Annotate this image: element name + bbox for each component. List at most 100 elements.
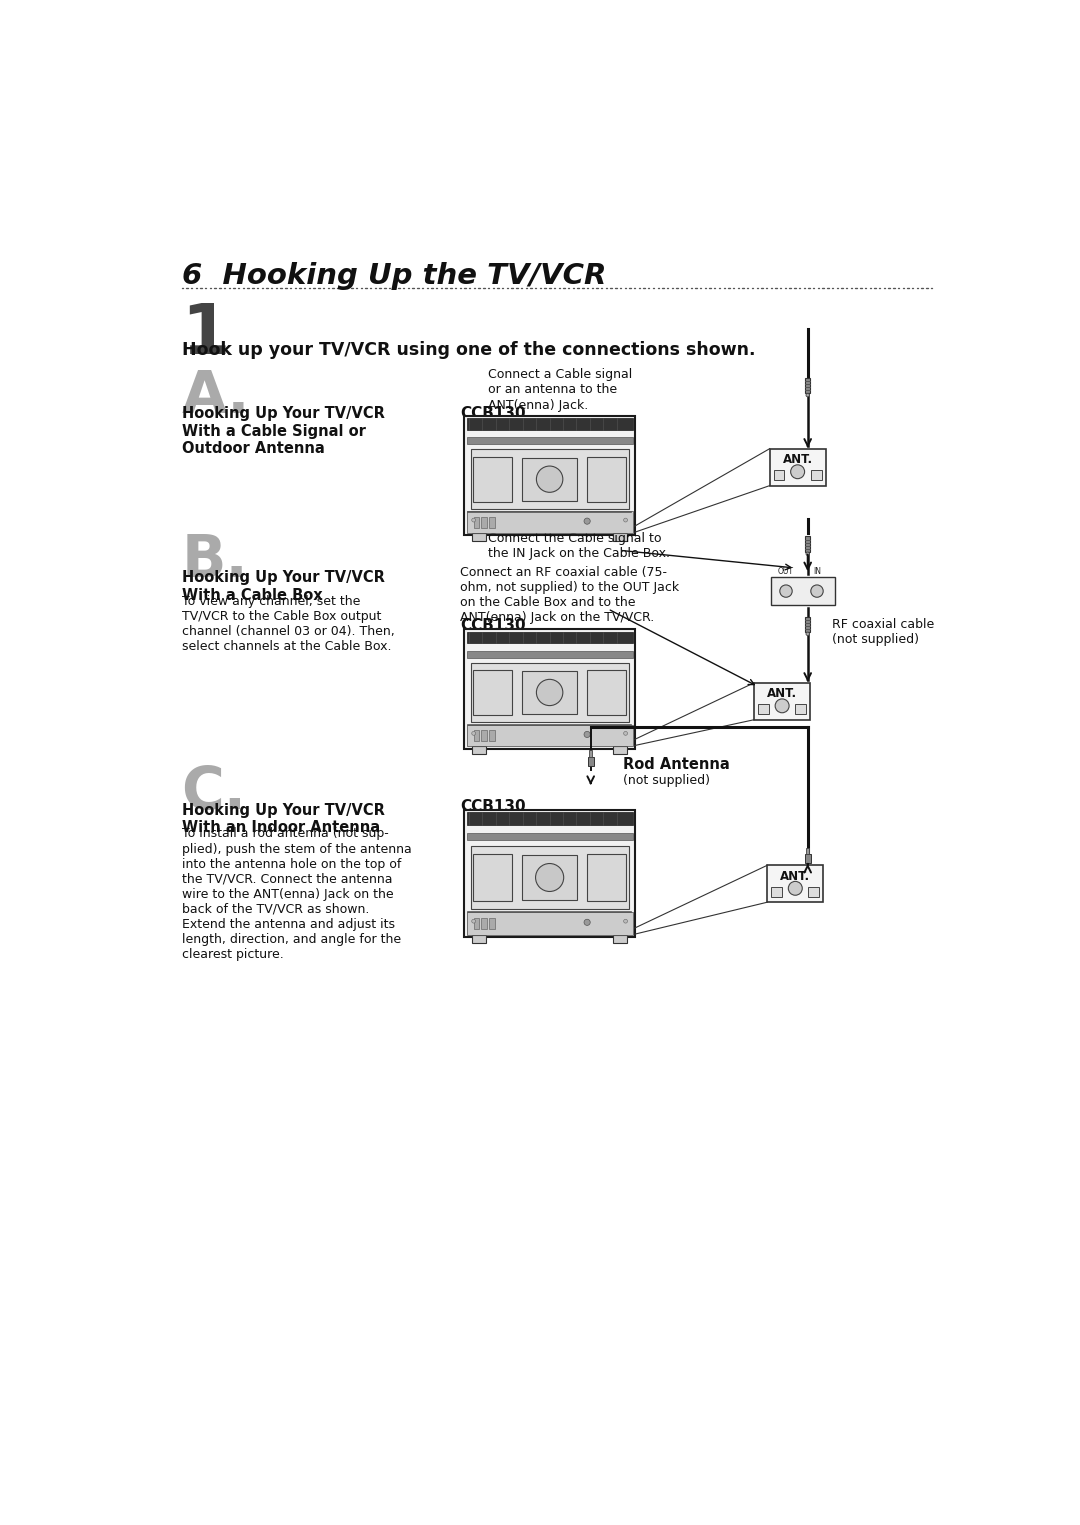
Bar	[523, 671, 577, 714]
Text: Outdoor Antenna: Outdoor Antenna	[181, 441, 324, 456]
Circle shape	[623, 518, 627, 522]
Text: CCB130: CCB130	[460, 799, 526, 814]
Bar	[472, 935, 486, 942]
Bar	[467, 833, 633, 840]
Text: OUT: OUT	[778, 567, 794, 576]
Bar	[489, 730, 495, 741]
Text: RF coaxial cable: RF coaxial cable	[833, 618, 935, 631]
Bar	[754, 683, 810, 720]
Bar	[588, 669, 626, 715]
Bar	[473, 854, 512, 901]
Text: wire to the ANT(enna) Jack on the: wire to the ANT(enna) Jack on the	[181, 888, 393, 901]
Bar	[809, 886, 820, 897]
Text: With an Indoor Antenna: With an Indoor Antenna	[181, 820, 380, 836]
Text: Hooking Up Your TV/VCR: Hooking Up Your TV/VCR	[181, 802, 384, 817]
Text: A.: A.	[181, 368, 249, 425]
Circle shape	[806, 552, 809, 555]
Bar	[467, 438, 633, 444]
Circle shape	[472, 732, 475, 735]
Circle shape	[806, 633, 809, 636]
Text: length, direction, and angle for the: length, direction, and angle for the	[181, 933, 401, 946]
Text: TV/VCR to the Cable Box output: TV/VCR to the Cable Box output	[181, 610, 381, 624]
Text: Connect a Cable signal: Connect a Cable signal	[488, 368, 632, 381]
Bar	[588, 756, 594, 766]
Text: back of the TV/VCR as shown.: back of the TV/VCR as shown.	[181, 903, 369, 915]
Circle shape	[775, 698, 789, 712]
Text: 1: 1	[181, 300, 230, 368]
Bar	[472, 532, 486, 541]
Text: ohm, not supplied) to the OUT Jack: ohm, not supplied) to the OUT Jack	[460, 581, 679, 593]
Bar	[613, 746, 627, 753]
Text: into the antenna hole on the top of: into the antenna hole on the top of	[181, 857, 401, 871]
Text: on the Cable Box and to the: on the Cable Box and to the	[460, 596, 636, 608]
Text: (not supplied): (not supplied)	[833, 633, 919, 647]
Bar	[474, 730, 480, 741]
Circle shape	[584, 518, 591, 525]
Bar	[467, 631, 633, 644]
Bar	[489, 517, 495, 528]
Bar	[613, 532, 627, 541]
Circle shape	[623, 920, 627, 923]
Bar	[805, 854, 811, 863]
Text: Connect an RF coaxial cable (75-: Connect an RF coaxial cable (75-	[460, 566, 667, 578]
Circle shape	[472, 518, 475, 522]
Text: With a Cable Box: With a Cable Box	[181, 587, 322, 602]
Bar	[467, 724, 633, 746]
Text: Extend the antenna and adjust its: Extend the antenna and adjust its	[181, 918, 394, 930]
Bar	[473, 458, 512, 502]
Bar	[805, 616, 810, 631]
Text: Rod Antenna: Rod Antenna	[623, 756, 730, 772]
Text: plied), push the stem of the antenna: plied), push the stem of the antenna	[181, 842, 411, 856]
Bar	[471, 663, 629, 723]
Text: the TV/VCR. Connect the antenna: the TV/VCR. Connect the antenna	[181, 872, 392, 886]
Text: With a Cable Signal or: With a Cable Signal or	[181, 424, 365, 439]
Circle shape	[623, 732, 627, 735]
Text: ANT.: ANT.	[783, 453, 812, 467]
Circle shape	[584, 732, 591, 738]
Bar	[588, 854, 626, 901]
Bar	[588, 458, 626, 502]
Text: 6  Hooking Up the TV/VCR: 6 Hooking Up the TV/VCR	[181, 262, 606, 290]
Bar	[795, 705, 806, 714]
Text: ANT(enna) Jack.: ANT(enna) Jack.	[488, 398, 588, 412]
Bar	[805, 537, 810, 552]
Circle shape	[537, 679, 563, 706]
Bar	[467, 813, 633, 825]
Bar	[771, 578, 835, 605]
Bar	[807, 848, 809, 854]
Circle shape	[584, 920, 591, 926]
Bar	[467, 912, 633, 935]
Bar	[474, 918, 480, 929]
Text: select channels at the Cable Box.: select channels at the Cable Box.	[181, 640, 391, 653]
Bar	[811, 470, 822, 480]
Text: Hook up your TV/VCR using one of the connections shown.: Hook up your TV/VCR using one of the con…	[181, 342, 755, 358]
Bar	[758, 705, 769, 714]
Text: (not supplied): (not supplied)	[623, 773, 711, 787]
Bar	[482, 517, 487, 528]
Bar	[467, 418, 633, 430]
Bar	[473, 669, 512, 715]
Bar	[590, 750, 592, 756]
Bar	[613, 935, 627, 942]
Circle shape	[472, 920, 475, 923]
Text: CCB130: CCB130	[460, 406, 526, 421]
Circle shape	[536, 863, 564, 892]
Bar	[467, 511, 633, 532]
Bar	[523, 854, 577, 900]
Text: clearest picture.: clearest picture.	[181, 947, 283, 961]
Bar	[523, 458, 577, 500]
Text: channel (channel 03 or 04). Then,: channel (channel 03 or 04). Then,	[181, 625, 394, 637]
Circle shape	[780, 586, 793, 598]
Text: ANT(enna) Jack on the TV/VCR.: ANT(enna) Jack on the TV/VCR.	[460, 610, 654, 624]
Text: ANT.: ANT.	[767, 688, 797, 700]
Bar	[768, 865, 823, 903]
Bar	[464, 416, 635, 535]
Bar	[482, 918, 487, 929]
Circle shape	[537, 467, 563, 493]
Text: C.: C.	[181, 764, 246, 822]
Bar	[464, 810, 635, 938]
Text: B.: B.	[181, 532, 248, 589]
Bar	[472, 746, 486, 753]
Bar	[474, 517, 480, 528]
Text: or an antenna to the: or an antenna to the	[488, 383, 617, 396]
